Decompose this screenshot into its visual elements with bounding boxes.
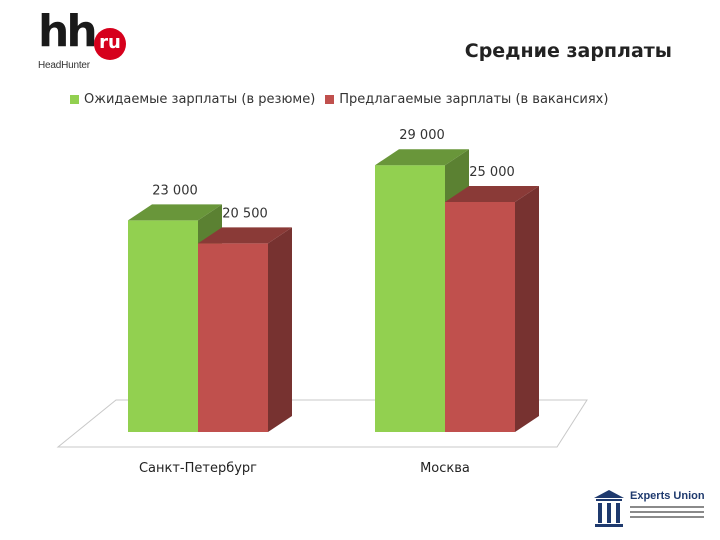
legend-item-offered: Предлагаемые зарплаты (в вакансиях) xyxy=(325,92,608,107)
legend-label-offered: Предлагаемые зарплаты (в вакансиях) xyxy=(339,92,609,107)
category-label-1: Москва xyxy=(420,461,470,476)
logo-hh-text: hh xyxy=(38,6,98,57)
data-label-0-0: 23 000 xyxy=(152,183,198,198)
data-label-1-1: 25 000 xyxy=(469,165,515,180)
legend-item-expected: Ожидаемые зарплаты (в резюме) xyxy=(70,92,315,107)
experts-union-name: Experts Union xyxy=(630,490,705,502)
bar-top-0-0 xyxy=(128,204,222,221)
experts-union-logo: Experts Union xyxy=(592,488,712,532)
experts-union-emblem-icon xyxy=(594,490,624,527)
legend-swatch-offered xyxy=(325,95,335,104)
bar-expected-0 xyxy=(128,220,198,432)
bar-offered-0 xyxy=(198,243,268,432)
data-label-0-1: 29 000 xyxy=(399,128,445,143)
bar-expected-1 xyxy=(375,165,445,432)
legend-swatch-expected xyxy=(70,95,79,104)
category-label-0: Санкт-Петербург xyxy=(139,461,257,476)
bar-top-1-1 xyxy=(445,186,539,202)
bar-top-0-1 xyxy=(375,149,469,166)
experts-union-caption-lines xyxy=(630,506,704,521)
chart-legend: Ожидаемые зарплаты (в резюме) Предлагаем… xyxy=(70,92,608,107)
data-label-1-0: 20 500 xyxy=(222,206,268,221)
page-title: Средние зарплаты xyxy=(464,40,672,62)
bar-offered-1 xyxy=(445,202,515,432)
logo-subtitle: HeadHunter xyxy=(38,60,90,71)
bar-side-1-0 xyxy=(268,227,292,432)
legend-label-expected: Ожидаемые зарплаты (в резюме) xyxy=(84,92,316,107)
headhunter-logo: hh ru HeadHunter xyxy=(38,10,138,72)
logo-ru-badge: ru xyxy=(94,28,126,60)
bar-side-1-1 xyxy=(515,186,539,432)
bar-top-1-0 xyxy=(198,227,292,244)
